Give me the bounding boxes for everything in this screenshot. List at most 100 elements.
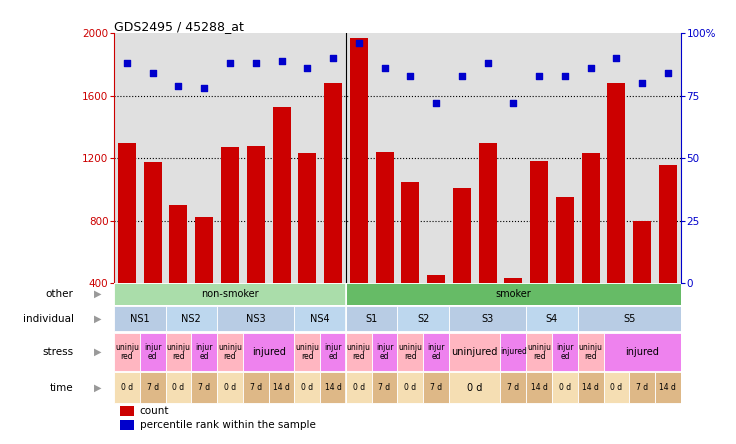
Text: individual: individual	[23, 313, 74, 324]
Bar	[221, 147, 239, 283]
Text: percentile rank within the sample: percentile rank within the sample	[140, 420, 316, 430]
Text: 7 d: 7 d	[430, 384, 442, 392]
Point	[224, 59, 236, 67]
Bar	[191, 333, 217, 371]
Bar	[581, 154, 600, 283]
Point	[662, 70, 674, 77]
Point	[584, 65, 596, 72]
Text: GDS2495 / 45288_at: GDS2495 / 45288_at	[114, 20, 244, 33]
Bar	[526, 306, 578, 331]
Text: uninjured: uninjured	[451, 347, 498, 357]
Point	[121, 59, 132, 67]
Bar	[166, 306, 217, 331]
Bar	[217, 373, 243, 404]
Bar	[114, 333, 140, 371]
Text: uninju
red: uninju red	[398, 343, 422, 361]
Bar	[526, 373, 552, 404]
Bar	[530, 161, 548, 283]
Text: injur
ed: injur ed	[428, 343, 445, 361]
Text: 14 d: 14 d	[531, 384, 548, 392]
Point	[302, 65, 314, 72]
Bar	[350, 38, 368, 283]
Bar	[320, 373, 346, 404]
Point	[250, 59, 262, 67]
Text: NS2: NS2	[182, 313, 201, 324]
Bar	[324, 83, 342, 283]
Text: 0 d: 0 d	[559, 384, 571, 392]
Bar	[633, 221, 651, 283]
Bar	[346, 333, 372, 371]
Point	[378, 65, 390, 72]
Bar	[500, 373, 526, 404]
Text: injured: injured	[252, 347, 286, 357]
Point	[533, 72, 545, 79]
Bar	[397, 306, 449, 331]
Point	[199, 85, 210, 92]
Point	[508, 99, 520, 107]
Text: injur
ed: injur ed	[376, 343, 393, 361]
Bar	[607, 83, 626, 283]
Text: injur
ed: injur ed	[196, 343, 213, 361]
Bar	[140, 373, 166, 404]
Text: time: time	[50, 383, 74, 393]
Bar	[552, 373, 578, 404]
Text: 0 d: 0 d	[467, 383, 482, 393]
Text: uninju
red: uninju red	[115, 343, 139, 361]
Point	[611, 55, 623, 62]
Bar	[298, 154, 316, 283]
Bar	[120, 406, 134, 416]
Bar	[346, 283, 681, 305]
Bar	[118, 143, 136, 283]
Bar	[372, 373, 397, 404]
Bar	[423, 333, 449, 371]
Bar	[120, 420, 134, 430]
Bar	[449, 306, 526, 331]
Bar	[500, 333, 526, 371]
Text: uninju
red: uninju red	[295, 343, 319, 361]
Point	[172, 82, 184, 89]
Text: uninju
red: uninju red	[527, 343, 551, 361]
Bar	[578, 373, 604, 404]
Bar	[423, 373, 449, 404]
Text: smoker: smoker	[495, 289, 531, 299]
Bar	[320, 333, 346, 371]
Bar	[397, 373, 423, 404]
Bar	[114, 283, 346, 305]
Text: other: other	[46, 289, 74, 299]
Bar	[659, 165, 677, 283]
Text: injur
ed: injur ed	[325, 343, 342, 361]
Bar	[346, 306, 397, 331]
Point	[146, 70, 159, 77]
Bar	[604, 333, 681, 371]
Bar	[243, 373, 269, 404]
Text: 14 d: 14 d	[659, 384, 676, 392]
Text: 0 d: 0 d	[610, 384, 623, 392]
Text: count: count	[140, 406, 169, 416]
Bar	[449, 333, 500, 371]
Text: 14 d: 14 d	[582, 384, 599, 392]
Bar	[504, 278, 523, 283]
Bar	[556, 197, 574, 283]
Text: injur
ed: injur ed	[144, 343, 161, 361]
Text: 7 d: 7 d	[250, 384, 262, 392]
Text: S4: S4	[546, 313, 558, 324]
Bar	[478, 143, 497, 283]
Point	[636, 80, 648, 87]
Text: stress: stress	[43, 347, 74, 357]
Bar	[169, 205, 188, 283]
Bar	[552, 333, 578, 371]
Bar	[655, 373, 681, 404]
Bar	[397, 333, 423, 371]
Bar	[166, 333, 191, 371]
Bar	[114, 306, 166, 331]
Text: 7 d: 7 d	[198, 384, 210, 392]
Bar	[247, 146, 265, 283]
Point	[481, 59, 493, 67]
Text: non-smoker: non-smoker	[201, 289, 259, 299]
Text: ▶: ▶	[94, 313, 102, 324]
Text: ▶: ▶	[94, 289, 102, 299]
Text: 14 d: 14 d	[273, 384, 290, 392]
Text: 0 d: 0 d	[224, 384, 236, 392]
Bar	[453, 188, 471, 283]
Text: NS3: NS3	[246, 313, 266, 324]
